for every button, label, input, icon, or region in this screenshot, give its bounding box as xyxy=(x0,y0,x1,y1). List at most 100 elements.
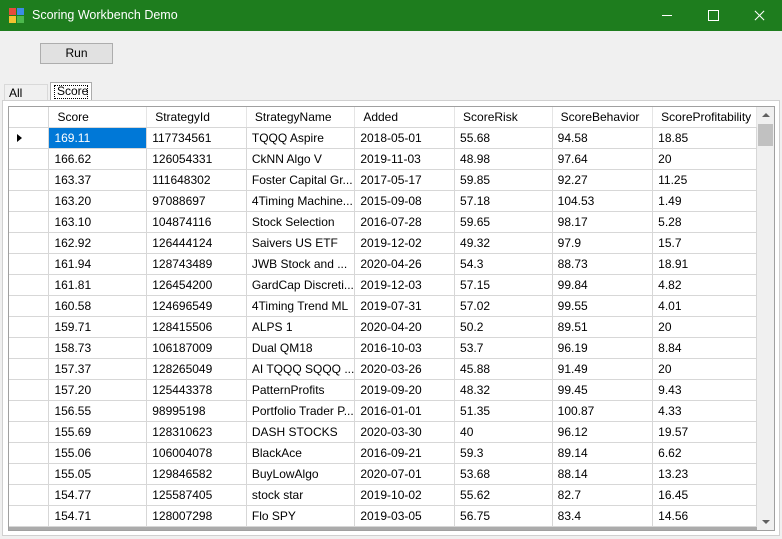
row-header[interactable] xyxy=(9,190,50,212)
table-cell[interactable]: 104.53 xyxy=(552,190,654,212)
table-cell[interactable]: stock star xyxy=(246,484,356,506)
row-header[interactable] xyxy=(9,232,50,254)
minimize-button[interactable] xyxy=(644,0,690,31)
table-cell[interactable]: 89.14 xyxy=(552,442,654,464)
table-cell[interactable]: 128265049 xyxy=(146,358,247,380)
table-cell[interactable]: 4.82 xyxy=(652,274,757,296)
table-cell[interactable]: 53.68 xyxy=(454,463,553,485)
row-header[interactable] xyxy=(9,253,50,275)
table-cell[interactable]: 15.7 xyxy=(652,232,757,254)
table-cell[interactable]: 128415506 xyxy=(146,316,247,338)
table-cell[interactable]: 55.68 xyxy=(454,127,553,149)
table-row[interactable]: 155.69 128310623 DASH STOCKS 2020-03-30 40 96… xyxy=(9,421,757,443)
table-cell[interactable]: 83.4 xyxy=(552,505,654,527)
row-header[interactable] xyxy=(9,337,50,359)
table-cell[interactable]: 2019-12-02 xyxy=(354,232,456,254)
table-cell[interactable]: 11.25 xyxy=(652,169,757,191)
row-header[interactable] xyxy=(9,421,50,443)
table-cell[interactable]: 155.69 xyxy=(48,421,148,443)
scroll-thumb[interactable] xyxy=(758,124,773,146)
table-row[interactable]: 161.94 128743489 JWB Stock and ... 2020-04-… xyxy=(9,253,757,275)
table-cell[interactable]: 128743489 xyxy=(146,253,247,275)
table-cell[interactable]: 125587405 xyxy=(146,484,247,506)
table-cell[interactable]: 14.56 xyxy=(652,505,757,527)
table-cell[interactable]: 53.7 xyxy=(454,337,553,359)
column-header-scoreprofitability[interactable]: ScoreProfitability xyxy=(652,107,757,128)
table-cell[interactable]: 162.92 xyxy=(48,232,148,254)
table-row[interactable]: 163.20 97088697 4Timing Machine... 2015-09-… xyxy=(9,190,757,212)
table-row[interactable]: 157.20 125443378 PatternProfits 2019-09-20 4… xyxy=(9,379,757,401)
table-cell[interactable]: 4.01 xyxy=(652,295,757,317)
column-header-scorerisk[interactable]: ScoreRisk xyxy=(454,107,553,128)
table-cell[interactable]: ALPS 1 xyxy=(246,316,356,338)
table-cell[interactable]: 2016-01-01 xyxy=(354,400,456,422)
table-cell[interactable]: BuyLowAlgo xyxy=(246,463,356,485)
table-row[interactable]: 155.06 106004078 BlackAce 2016-09-21 59.3 89.… xyxy=(9,442,757,464)
row-header[interactable] xyxy=(9,484,50,506)
table-row[interactable]: 161.81 126454200 GardCap Discreti... 2019-1… xyxy=(9,274,757,296)
row-header[interactable] xyxy=(9,169,50,191)
table-cell[interactable]: TQQQ Aspire xyxy=(246,127,356,149)
table-cell[interactable]: 129846582 xyxy=(146,463,247,485)
table-cell[interactable]: 92.27 xyxy=(552,169,654,191)
table-cell[interactable]: 18.85 xyxy=(652,127,757,149)
table-cell[interactable]: 59.3 xyxy=(454,442,553,464)
table-cell[interactable]: 2019-07-31 xyxy=(354,295,456,317)
row-header[interactable] xyxy=(9,316,50,338)
table-cell[interactable]: 111648302 xyxy=(146,169,247,191)
table-cell[interactable]: 13.23 xyxy=(652,463,757,485)
table-cell[interactable]: BlackAce xyxy=(246,442,356,464)
row-header[interactable] xyxy=(9,463,50,485)
table-cell[interactable]: GardCap Discreti... xyxy=(246,274,356,296)
tab-score[interactable]: Score xyxy=(50,82,92,101)
table-cell[interactable]: 169.11 xyxy=(48,127,148,149)
table-cell[interactable]: 100.87 xyxy=(552,400,654,422)
table-cell[interactable]: 166.62 xyxy=(48,148,148,170)
table-row[interactable]: 154.77 125587405 stock star 2019-10-02 55.62… xyxy=(9,484,757,506)
table-cell[interactable]: 163.37 xyxy=(48,169,148,191)
table-row[interactable]: 154.71 128007298 Flo SPY 2019-03-05 56.75 83.… xyxy=(9,505,757,527)
table-cell[interactable]: 2019-12-03 xyxy=(354,274,456,296)
table-cell[interactable]: 5.28 xyxy=(652,211,757,233)
table-cell[interactable]: 16.45 xyxy=(652,484,757,506)
table-cell[interactable]: 50.2 xyxy=(454,316,553,338)
table-cell[interactable]: 57.15 xyxy=(454,274,553,296)
table-cell[interactable]: 160.58 xyxy=(48,295,148,317)
table-cell[interactable]: 2019-10-02 xyxy=(354,484,456,506)
table-cell[interactable]: 157.20 xyxy=(48,379,148,401)
row-header[interactable] xyxy=(9,295,50,317)
table-cell[interactable]: 2016-09-21 xyxy=(354,442,456,464)
table-cell[interactable]: 89.51 xyxy=(552,316,654,338)
table-cell[interactable]: 155.06 xyxy=(48,442,148,464)
table-cell[interactable]: 98.17 xyxy=(552,211,654,233)
table-cell[interactable]: 156.55 xyxy=(48,400,148,422)
table-cell[interactable]: 8.84 xyxy=(652,337,757,359)
column-header-strategyname[interactable]: StrategyName xyxy=(246,107,356,128)
row-header[interactable] xyxy=(9,442,50,464)
table-cell[interactable]: 2019-03-05 xyxy=(354,505,456,527)
table-cell[interactable]: 126054331 xyxy=(146,148,247,170)
table-row[interactable]: 155.05 129846582 BuyLowAlgo 2020-07-01 53.68… xyxy=(9,463,757,485)
table-cell[interactable]: 163.10 xyxy=(48,211,148,233)
table-cell[interactable]: 154.77 xyxy=(48,484,148,506)
table-cell[interactable]: 49.32 xyxy=(454,232,553,254)
table-cell[interactable]: 4Timing Trend ML xyxy=(246,295,356,317)
table-cell[interactable]: 106004078 xyxy=(146,442,247,464)
table-cell[interactable]: 54.3 xyxy=(454,253,553,275)
table-cell[interactable]: 91.49 xyxy=(552,358,654,380)
table-row[interactable]: 157.37 128265049 AI TQQQ SQQQ ... 2020-03-2… xyxy=(9,358,757,380)
row-header[interactable] xyxy=(9,127,50,149)
table-cell[interactable]: PatternProfits xyxy=(246,379,356,401)
table-cell[interactable]: 155.05 xyxy=(48,463,148,485)
table-cell[interactable]: 161.94 xyxy=(48,253,148,275)
column-header-score[interactable]: Score xyxy=(48,107,148,128)
table-cell[interactable]: 163.20 xyxy=(48,190,148,212)
table-cell[interactable]: DASH STOCKS xyxy=(246,421,356,443)
table-cell[interactable]: 20 xyxy=(652,358,757,380)
table-row[interactable]: 158.73 106187009 Dual QM18 2016-10-03 53.7 96… xyxy=(9,337,757,359)
table-cell[interactable]: 98995198 xyxy=(146,400,247,422)
table-cell[interactable]: 2015-09-08 xyxy=(354,190,456,212)
table-cell[interactable]: 161.81 xyxy=(48,274,148,296)
table-cell[interactable]: 19.57 xyxy=(652,421,757,443)
table-cell[interactable]: 48.32 xyxy=(454,379,553,401)
